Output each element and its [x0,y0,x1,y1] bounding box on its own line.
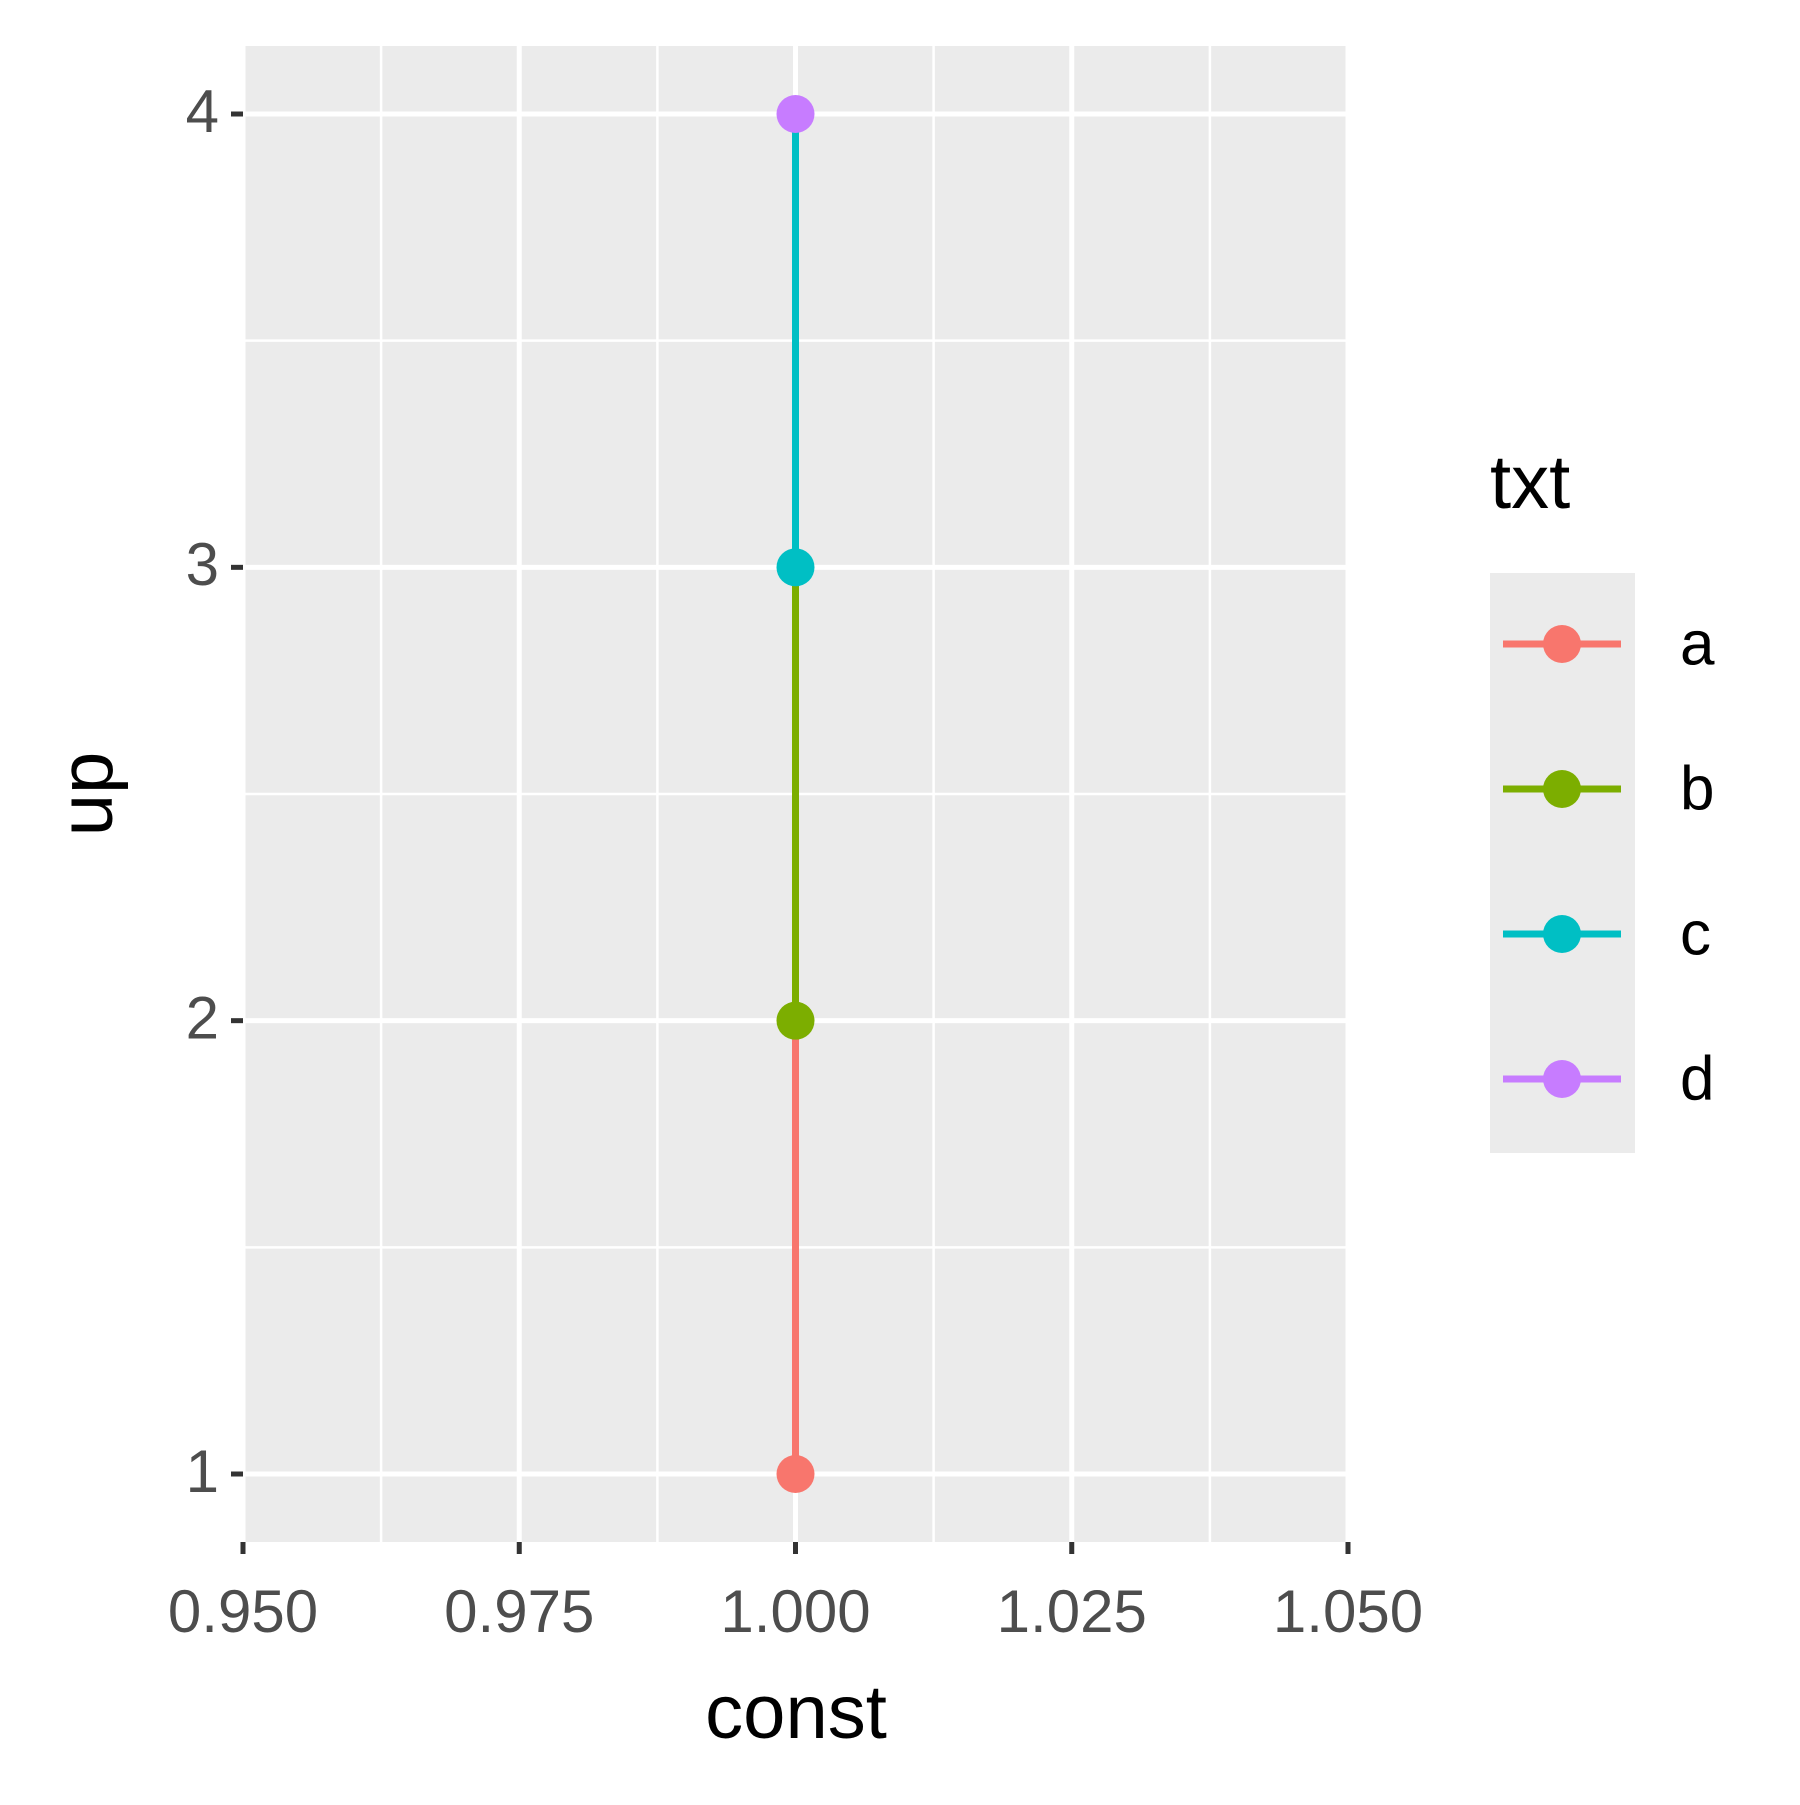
point [776,548,815,587]
point [776,1455,815,1493]
x-axis-title: const [705,1670,887,1755]
y-axis-title: up [44,752,129,837]
y-tick-label: 3 [186,531,219,598]
legend-key-point [1543,1060,1581,1098]
x-tick-label: 0.975 [444,1578,594,1645]
legend-key-point [1543,625,1581,663]
y-tick-label: 4 [186,78,219,145]
point [776,1001,815,1040]
x-tick-label: 1.025 [997,1578,1147,1645]
legend-label: a [1680,609,1715,678]
legend-label: b [1680,754,1714,823]
legend-label: c [1680,899,1711,968]
y-tick-label: 2 [186,985,219,1052]
legend-label: d [1680,1044,1714,1113]
legend-box [1490,573,1635,1153]
point [776,95,815,133]
legend-key-point [1543,915,1581,953]
x-tick-label: 1.050 [1273,1578,1423,1645]
legend-title: txt [1490,440,1570,525]
x-tick-label: 0.950 [168,1578,318,1645]
y-tick-label: 1 [186,1438,219,1505]
legend-key-point [1543,770,1581,808]
x-tick-label: 1.000 [720,1578,870,1645]
